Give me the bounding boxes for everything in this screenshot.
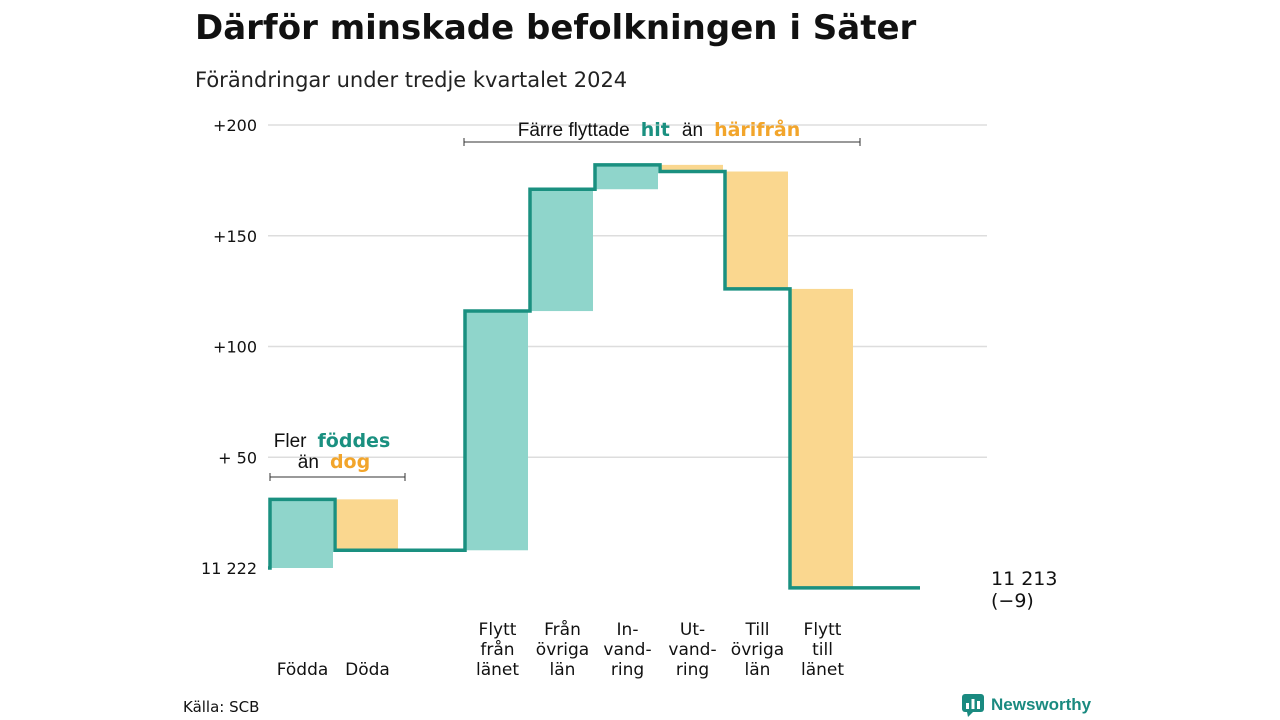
category-label: övriga (731, 640, 784, 660)
natural-change-annotation-line2: än dog (298, 451, 370, 473)
brand-name: Newsworthy (991, 695, 1092, 714)
category-label: Döda (345, 660, 390, 680)
waterfall-bar (595, 164, 658, 190)
natural-annotation-highlight-born: föddes (318, 430, 391, 452)
migration-annotation-highlight-away: härifrån (714, 117, 800, 141)
category-label: län (550, 660, 576, 680)
migration-annotation-prefix: Färre flyttade (518, 120, 630, 141)
category-label: från (480, 639, 514, 660)
category-label: länet (801, 660, 844, 680)
y-tick-label: +200 (213, 116, 257, 135)
waterfall-bar (335, 499, 398, 551)
category-label: länet (476, 660, 519, 680)
natural-change-annotation-line1: Fler föddes (274, 430, 391, 452)
waterfall-bar (660, 164, 723, 172)
natural-annotation-prefix: Fler (274, 431, 307, 452)
category-label: Födda (277, 660, 329, 680)
chart-title: Därför minskade befolkningen i Säter (195, 8, 917, 48)
category-label: In- (617, 620, 639, 640)
y-tick-label: 11 222 (201, 559, 257, 578)
x-axis-category-labels: Födda DödaFlyttfrånlänetFrånövrigalänIn-v… (277, 619, 845, 680)
natural-annotation-mid: än (298, 452, 319, 473)
brand-logo: Newsworthy (961, 693, 1091, 717)
category-label: ring (676, 660, 709, 680)
category-label: Flytt (804, 620, 842, 640)
natural-change-bracket (269, 473, 406, 481)
category-label: län (745, 660, 771, 680)
category-label: till (812, 640, 833, 660)
natural-annotation-highlight-died: dog (330, 451, 370, 473)
bar-chart-icon (962, 694, 984, 717)
waterfall-bar (530, 189, 593, 312)
category-label: Från (544, 619, 581, 640)
end-value-label: 11 213 (991, 568, 1057, 590)
y-tick-label: + 50 (218, 448, 257, 467)
y-tick-label: +150 (213, 227, 257, 246)
migration-bracket (463, 138, 861, 146)
category-label: ring (611, 660, 644, 680)
y-axis-tick-labels: 11 222 + 50 +100 +150 +200 (201, 116, 257, 578)
waterfall-bar (465, 311, 528, 551)
category-label: vand- (668, 640, 716, 660)
cumulative-step-line (268, 163, 920, 590)
category-label: vand- (603, 640, 651, 660)
end-change-label: (−9) (991, 590, 1034, 612)
category-label: övriga (536, 640, 589, 660)
migration-annotation-mid: än (682, 120, 703, 141)
category-label: Flytt (479, 620, 517, 640)
waterfall-bar (725, 171, 788, 289)
waterfall-bars (270, 164, 853, 588)
category-label: Till (744, 620, 769, 640)
source-credit: Källa: SCB (183, 698, 260, 716)
gridlines (268, 124, 987, 458)
migration-annotation-highlight-here: hit (641, 119, 670, 141)
y-tick-label: +100 (213, 338, 257, 357)
waterfall-bar (270, 499, 333, 568)
category-label: Ut- (680, 620, 705, 640)
migration-annotation: Färre flyttade hit än härifrån (518, 117, 801, 141)
waterfall-bar (790, 288, 853, 588)
chart-subtitle: Förändringar under tredje kvartalet 2024 (195, 68, 628, 92)
